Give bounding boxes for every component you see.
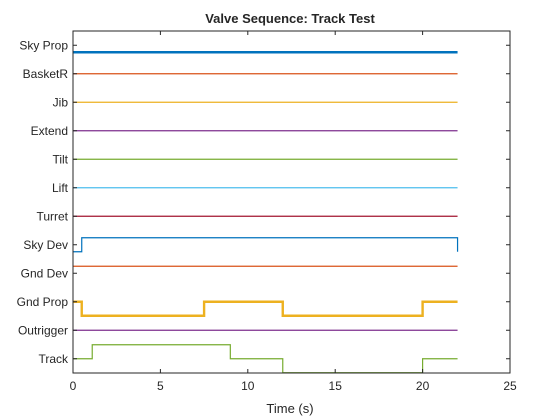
chart-title: Valve Sequence: Track Test — [205, 11, 375, 26]
x-tick-label: 10 — [241, 379, 255, 393]
y-tick-label: Outrigger — [18, 323, 68, 337]
y-tick-label: Track — [38, 352, 69, 366]
y-tick-label: Lift — [52, 181, 69, 195]
x-tick-label: 0 — [70, 379, 77, 393]
x-tick-label: 5 — [157, 379, 164, 393]
series-line-track — [73, 344, 458, 374]
y-tick-label: Turret — [36, 209, 68, 223]
y-tick-label: Extend — [31, 124, 68, 138]
series-line-gnd-prop — [73, 300, 458, 317]
y-tick-label: Gnd Prop — [17, 295, 69, 309]
x-axis-label: Time (s) — [266, 401, 313, 416]
x-tick-label: 15 — [329, 379, 343, 393]
series-line-sky-dev — [73, 237, 459, 253]
y-tick-label: Sky Dev — [23, 238, 68, 252]
x-tick-label: 20 — [416, 379, 430, 393]
plot-frame — [72, 30, 511, 374]
y-tick-label: BasketR — [23, 67, 69, 81]
axes: 0 5 10 15 20 25 Track Outrigger Gnd Prop Gnd Dev S… — [17, 30, 517, 393]
y-tick-label: Jib — [53, 95, 69, 109]
y-tick-label: Tilt — [52, 152, 68, 166]
y-tick-label: Sky Prop — [19, 38, 68, 52]
y-tick-label: Gnd Dev — [21, 266, 68, 280]
x-tick-label: 25 — [503, 379, 517, 393]
series-layer — [73, 51, 459, 374]
